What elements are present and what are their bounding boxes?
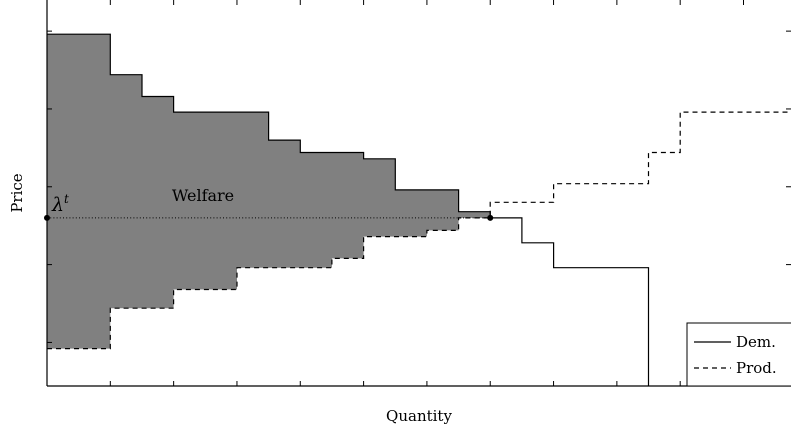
series-line-dem	[47, 33, 650, 386]
welfare-region	[47, 34, 491, 349]
clearing-point-marker	[487, 214, 494, 221]
y-axis-label: Price	[8, 173, 26, 212]
welfare-area	[47, 34, 491, 349]
x-axis-label: Quantity	[386, 407, 452, 425]
legend-box	[686, 322, 791, 387]
legend: Dem. Prod.	[686, 322, 791, 387]
series-lines	[47, 33, 791, 386]
legend-label-dem: Dem.	[736, 333, 776, 351]
clearing-price-superscript: t	[64, 192, 69, 206]
welfare-label: Welfare	[172, 186, 234, 205]
clearing-price-label: λt	[51, 192, 69, 216]
clearing-price-marker	[44, 214, 50, 221]
series-line-prod	[47, 111, 791, 350]
legend-label-prod: Prod.	[736, 359, 777, 377]
axes	[46, 0, 791, 387]
